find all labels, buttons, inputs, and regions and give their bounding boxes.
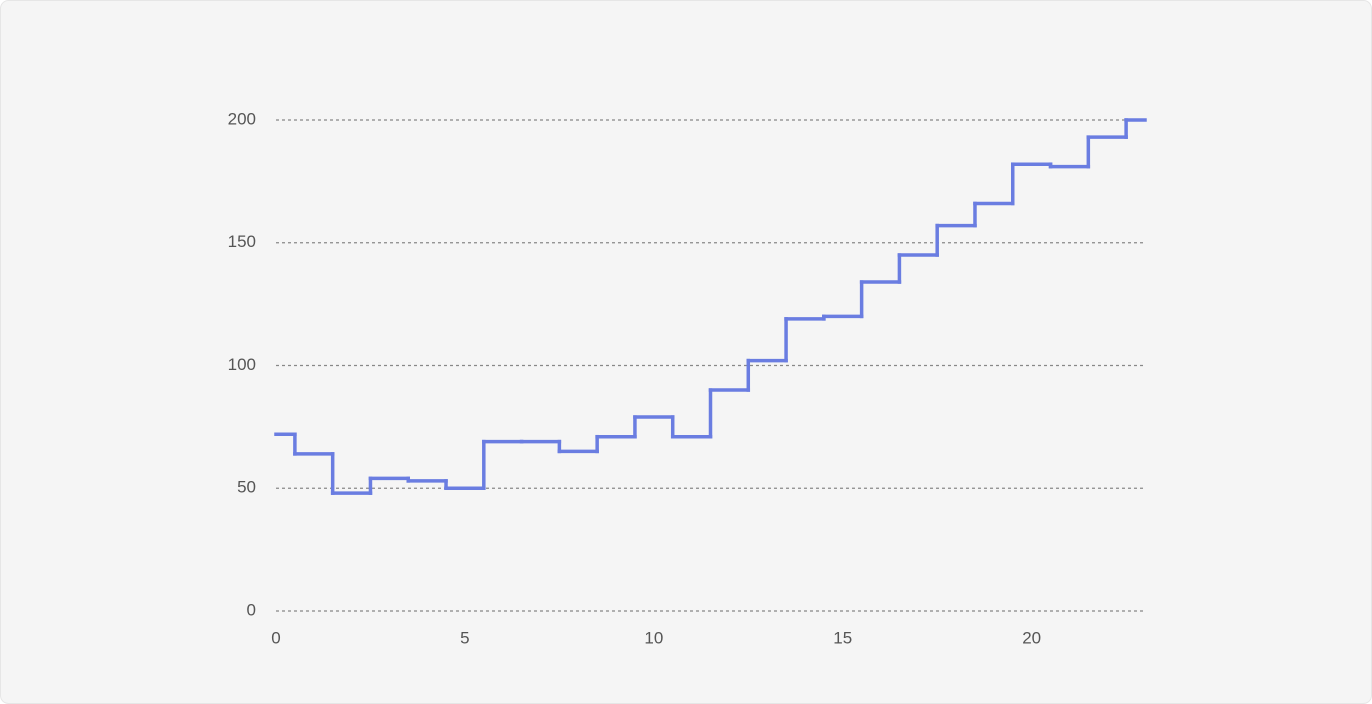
step-line <box>274 118 1147 495</box>
y-tick-label: 200 <box>228 109 256 128</box>
x-tick-label: 15 <box>833 628 852 647</box>
x-tick-label: 0 <box>271 628 280 647</box>
y-tick-label: 100 <box>228 355 256 374</box>
x-tick-label: 5 <box>460 628 469 647</box>
y-tick-label: 50 <box>237 478 256 497</box>
x-tick-label: 10 <box>644 628 663 647</box>
y-tick-label: 0 <box>247 600 256 619</box>
x-tick-label: 20 <box>1022 628 1041 647</box>
y-tick-label: 150 <box>228 232 256 251</box>
